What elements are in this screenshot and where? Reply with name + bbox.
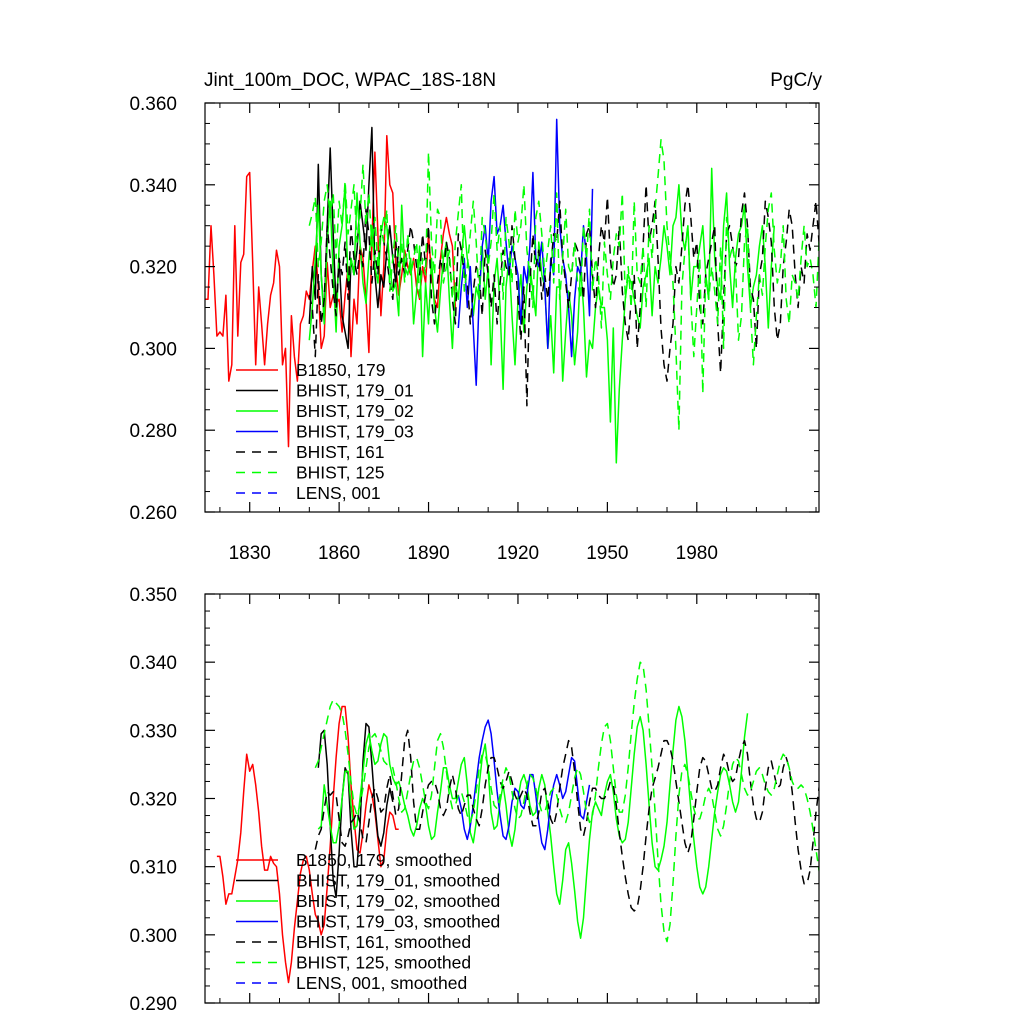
y-tick-label: 0.340 [129,653,177,674]
top-series-line-4 [308,184,819,407]
y-tick-label: 0.300 [129,339,177,360]
y-tick-label: 0.290 [129,994,177,1015]
legend-label: BHIST, 179_01 [296,381,414,402]
top-axes: 0.260 0.280 0.300 0.320 0.340 0.360 1830 1860 18… [129,94,820,564]
legend-label: B1850, 179 [296,360,386,380]
y-tick-label: 0.300 [129,926,177,947]
legend-label: LENS, 001, smoothed [296,973,467,993]
x-tick-label: 1980 [676,543,718,564]
bottom-series-line-4 [314,729,819,912]
x-tick-label: 1860 [318,543,360,564]
top-panel-units: PgC/y [770,70,822,91]
legend-label: BHIST, 179_02 [296,401,414,422]
legend-label: B1850, 179, smoothed [296,850,472,870]
y-tick-label: 0.320 [129,790,177,811]
top-series-line-5 [308,139,819,431]
bottom-series-line-1 [317,722,394,899]
legend-label: BHIST, 161 [296,442,385,462]
y-tick-label: 0.280 [129,421,177,442]
legend-label: BHIST, 179_03, smoothed [296,912,500,933]
x-tick-label: 1830 [229,543,271,564]
y-tick-label: 0.320 [129,258,177,279]
x-tick-label: 1950 [586,543,628,564]
top-series-group [205,118,819,464]
bottom-series-line-5 [314,661,819,943]
legend-label: BHIST, 179_03 [296,422,414,443]
bottom-series-line-3 [457,719,591,851]
y-tick-label: 0.350 [129,585,177,606]
legend-label: BHIST, 125, smoothed [296,953,471,973]
x-tick-label: 1920 [497,543,539,564]
x-tick-label: 1890 [407,543,449,564]
y-tick-label: 0.330 [129,721,177,742]
legend-label: LENS, 001 [296,483,381,503]
y-tick-label: 0.260 [129,503,177,524]
top-series-line-0 [205,134,457,448]
bottom-axes: 0.290 0.300 0.310 0.320 0.330 0.340 0.350 [129,585,820,1015]
bottom-series-line-2 [317,705,749,939]
bottom-series-group [216,661,819,984]
legend-label: BHIST, 125 [296,463,385,483]
legend-label: BHIST, 179_01, smoothed [296,871,500,892]
top-series-line-2 [308,167,776,464]
bottom-panel: 0.290 0.300 0.310 0.320 0.330 0.340 0.350 B185… [129,585,820,1015]
top-panel-title: Jint_100m_DOC, WPAC_18S-18N [204,70,496,91]
y-tick-label: 0.310 [129,858,177,879]
y-tick-label: 0.340 [129,176,177,197]
legend-label: BHIST, 161, smoothed [296,932,471,952]
legend-label: BHIST, 179_02, smoothed [296,891,500,912]
bottom-series-line-0 [216,705,399,984]
top-series-line-3 [457,118,594,386]
y-tick-label: 0.360 [129,94,177,115]
top-panel: Jint_100m_DOC, WPAC_18S-18N PgC/y 0.2600… [129,70,822,564]
